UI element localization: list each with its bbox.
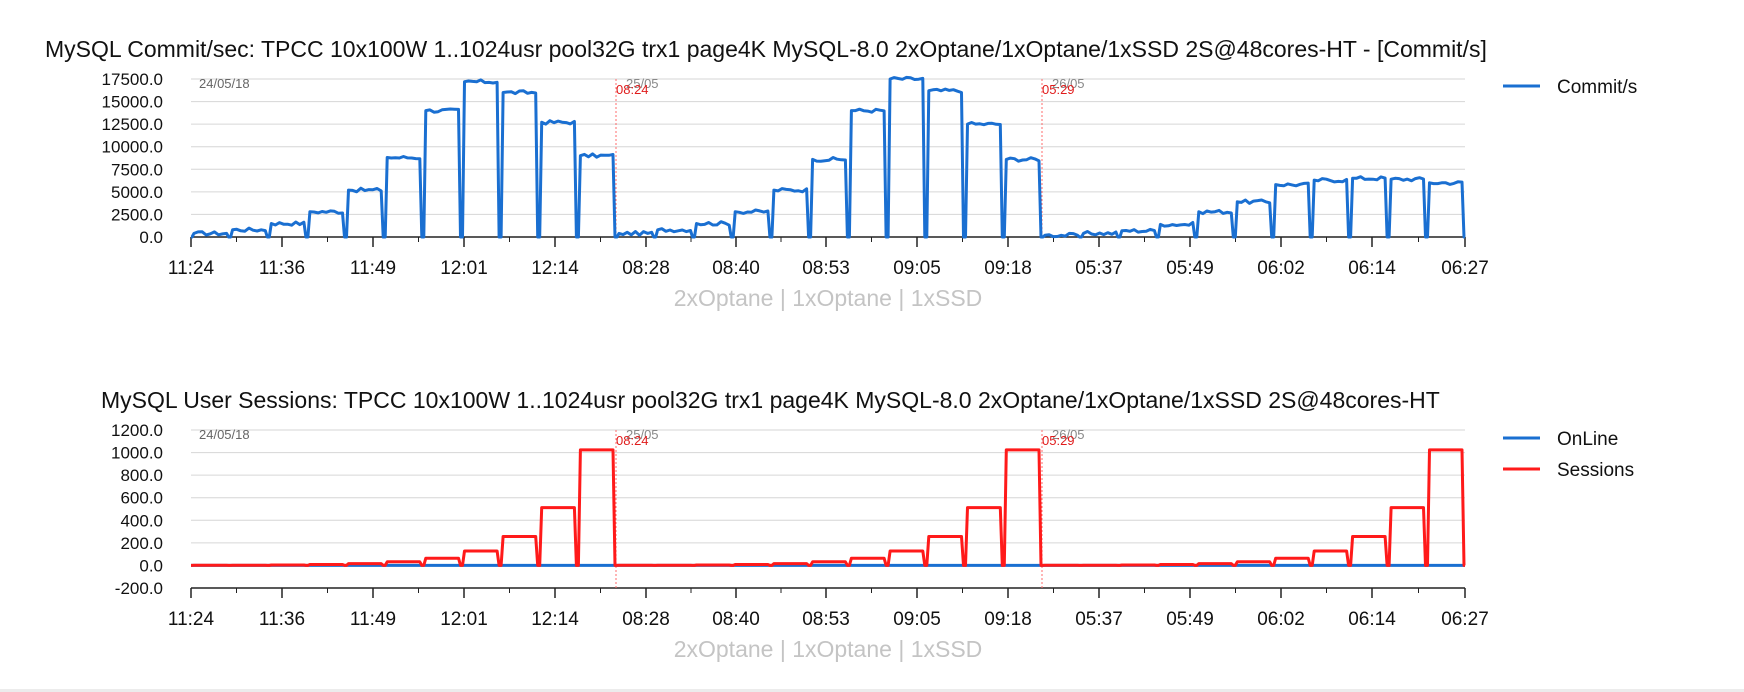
chart-title: MySQL User Sessions: TPCC 10x100W 1..102… [101, 387, 1440, 413]
x-tick-label: 06:14 [1348, 258, 1396, 279]
x-tick-label: 12:14 [531, 609, 579, 630]
y-tick-label: 5000.0 [111, 183, 163, 202]
x-tick-label: 06:27 [1441, 258, 1489, 279]
day-marker-time: 05:29 [1042, 433, 1075, 448]
x-tick-label: 08:53 [802, 609, 850, 630]
x-tick-label: 06:02 [1257, 609, 1305, 630]
x-tick-label: 11:36 [259, 609, 305, 630]
y-tick-label: 7500.0 [111, 160, 163, 179]
start-date-label: 24/05/18 [199, 76, 250, 91]
x-tick-label: 09:05 [893, 258, 941, 279]
start-date-label: 24/05/18 [199, 427, 250, 442]
x-tick-label: 09:18 [984, 258, 1032, 279]
y-tick-label: 200.0 [120, 534, 163, 553]
day-marker-time: 08:24 [616, 433, 649, 448]
x-tick-label: 05:49 [1166, 258, 1214, 279]
y-tick-label: 1000.0 [111, 444, 163, 463]
y-tick-label: 10000.0 [102, 138, 163, 157]
x-axis-label: 2xOptane | 1xOptane | 1xSSD [674, 285, 983, 311]
y-tick-label: -200.0 [115, 579, 163, 598]
x-tick-label: 09:18 [984, 609, 1032, 630]
x-tick-label: 06:14 [1348, 609, 1396, 630]
x-tick-label: 08:40 [712, 609, 760, 630]
x-tick-label: 11:49 [350, 609, 396, 630]
y-tick-label: 2500.0 [111, 205, 163, 224]
day-marker-date: 25/05 [626, 427, 659, 442]
x-tick-label: 08:53 [802, 258, 850, 279]
legend-label: Sessions [1557, 460, 1634, 481]
y-tick-label: 17500.0 [102, 70, 163, 89]
x-tick-label: 11:24 [168, 258, 215, 279]
x-tick-label: 08:28 [622, 609, 670, 630]
x-tick-label: 06:02 [1257, 258, 1305, 279]
x-tick-label: 05:37 [1075, 258, 1123, 279]
x-tick-label: 11:49 [350, 258, 396, 279]
day-marker-date: 26/05 [1052, 427, 1085, 442]
day-marker-date: 25/05 [626, 76, 659, 91]
y-tick-label: 800.0 [120, 466, 163, 485]
chart-1: MySQL User Sessions: TPCC 10x100W 1..102… [101, 387, 1634, 662]
x-tick-label: 09:05 [893, 609, 941, 630]
x-tick-label: 05:49 [1166, 609, 1214, 630]
y-tick-label: 1200.0 [111, 421, 163, 440]
legend-label: Commit/s [1557, 77, 1637, 98]
chart-title: MySQL Commit/sec: TPCC 10x100W 1..1024us… [45, 36, 1487, 62]
x-tick-label: 08:40 [712, 258, 760, 279]
day-marker-date: 26/05 [1052, 76, 1085, 91]
bottom-divider [0, 689, 1744, 692]
y-tick-label: 0.0 [139, 228, 163, 247]
chart-0: MySQL Commit/sec: TPCC 10x100W 1..1024us… [45, 36, 1637, 311]
y-tick-label: 15000.0 [102, 93, 163, 112]
x-tick-label: 11:36 [259, 258, 305, 279]
x-tick-label: 11:24 [168, 609, 215, 630]
series-line-commit-s [190, 75, 1466, 239]
x-tick-label: 06:27 [1441, 609, 1489, 630]
series-line-sessions [190, 448, 1466, 567]
legend-label: OnLine [1557, 429, 1618, 450]
x-tick-label: 08:28 [622, 258, 670, 279]
y-tick-label: 400.0 [120, 511, 163, 530]
y-tick-label: 12500.0 [102, 115, 163, 134]
x-axis-label: 2xOptane | 1xOptane | 1xSSD [674, 636, 983, 662]
day-marker-time: 05:29 [1042, 82, 1075, 97]
x-tick-label: 12:01 [440, 258, 488, 279]
x-tick-label: 05:37 [1075, 609, 1123, 630]
x-tick-label: 12:14 [531, 258, 579, 279]
day-marker-time: 08:24 [616, 82, 649, 97]
y-tick-label: 0.0 [139, 556, 163, 575]
y-tick-label: 600.0 [120, 489, 163, 508]
x-tick-label: 12:01 [440, 609, 488, 630]
